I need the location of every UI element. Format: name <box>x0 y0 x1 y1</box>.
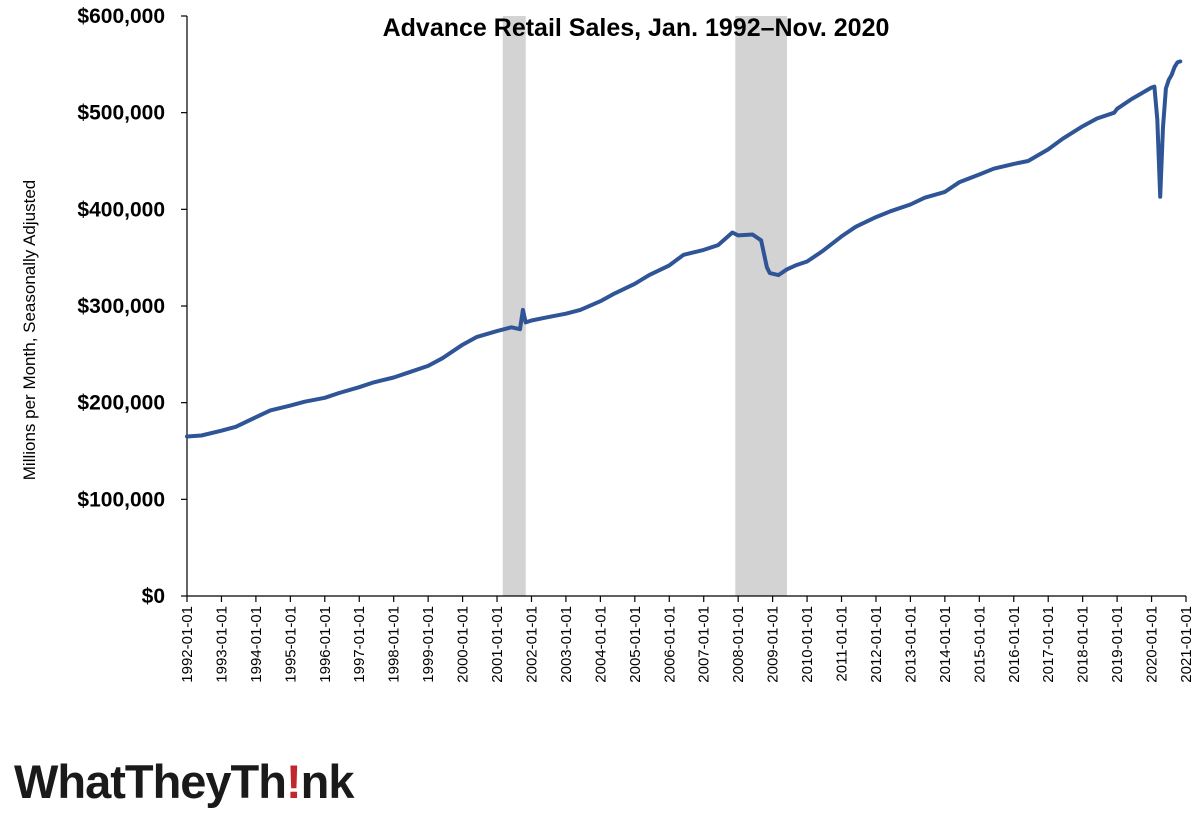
x-tick-label: 2005-01-01 <box>627 606 644 683</box>
y-tick-label: $200,000 <box>77 392 165 415</box>
x-tick-label: 2008-01-01 <box>730 606 747 683</box>
x-tick-label: 2007-01-01 <box>696 606 713 683</box>
x-tick-label: 2016-01-01 <box>1006 606 1023 683</box>
x-tick-label: 2011-01-01 <box>834 606 851 682</box>
recession-bands <box>502 16 787 596</box>
y-tick-label: $0 <box>142 585 165 608</box>
x-tick-label: 1992-01-01 <box>179 606 196 683</box>
x-tick-label: 2015-01-01 <box>971 606 988 683</box>
x-tick-label: 2004-01-01 <box>592 606 609 683</box>
recession-band-1 <box>502 16 526 596</box>
chart-title: Advance Retail Sales, Jan. 1992–Nov. 202… <box>383 14 890 42</box>
x-tick-label: 2021-01-01 <box>1178 606 1195 683</box>
y-axis-label: Millions per Month, Seasonally Adjusted <box>20 180 39 481</box>
x-tick-label: 1996-01-01 <box>317 606 334 683</box>
y-tick-label: $600,000 <box>77 5 165 28</box>
y-tick-label: $500,000 <box>77 102 165 125</box>
y-tick-label: $300,000 <box>77 295 165 318</box>
logo-prefix: WhatTheyTh <box>14 755 287 808</box>
axes <box>186 16 1186 597</box>
x-tick-label: 2010-01-01 <box>799 606 816 683</box>
x-tick-label: 2003-01-01 <box>558 606 575 683</box>
x-tick-label: 2000-01-01 <box>455 606 472 683</box>
retail-sales-line <box>185 59 1183 439</box>
x-tick-label: 2009-01-01 <box>765 606 782 683</box>
logo-mark: ! <box>285 755 302 808</box>
x-tick-label: 1993-01-01 <box>213 606 230 683</box>
logo-suffix: nk <box>300 755 355 808</box>
x-tick-label: 1995-01-01 <box>282 606 299 683</box>
x-tick-label: 2006-01-01 <box>661 606 678 683</box>
x-tick-label: 2013-01-01 <box>902 606 919 683</box>
y-tick-label: $100,000 <box>77 488 165 511</box>
y-ticks: $0 $100,000 $200,000 $300,000 $400,000 $500,0… <box>77 5 187 608</box>
x-tick-label: 1994-01-01 <box>248 606 265 683</box>
x-tick-label: 1999-01-01 <box>420 606 437 683</box>
x-tick-label: 2018-01-01 <box>1075 606 1092 683</box>
x-tick-label: 2020-01-01 <box>1144 606 1161 683</box>
x-tick-label: 2001-01-01 <box>489 606 506 683</box>
x-tick-label: 1998-01-01 <box>386 606 403 683</box>
y-tick-label: $400,000 <box>77 198 165 221</box>
x-ticks: 1992-01-01 1993-01-01 1994-01-01 1995-01-01… <box>179 596 1195 683</box>
whattheythink-logo: WhatTheyTh!nk <box>14 758 354 805</box>
x-tick-label: 2014-01-01 <box>937 606 954 683</box>
recession-band-2 <box>735 16 787 596</box>
x-tick-label: 2017-01-01 <box>1040 606 1057 683</box>
retail-sales-chart: $0 $100,000 $200,000 $300,000 $400,000 $500,0… <box>20 5 1195 683</box>
x-tick-label: 2002-01-01 <box>523 606 540 683</box>
x-tick-label: 2012-01-01 <box>868 606 885 683</box>
x-tick-label: 1997-01-01 <box>351 606 368 683</box>
x-tick-label: 2019-01-01 <box>1109 606 1126 683</box>
